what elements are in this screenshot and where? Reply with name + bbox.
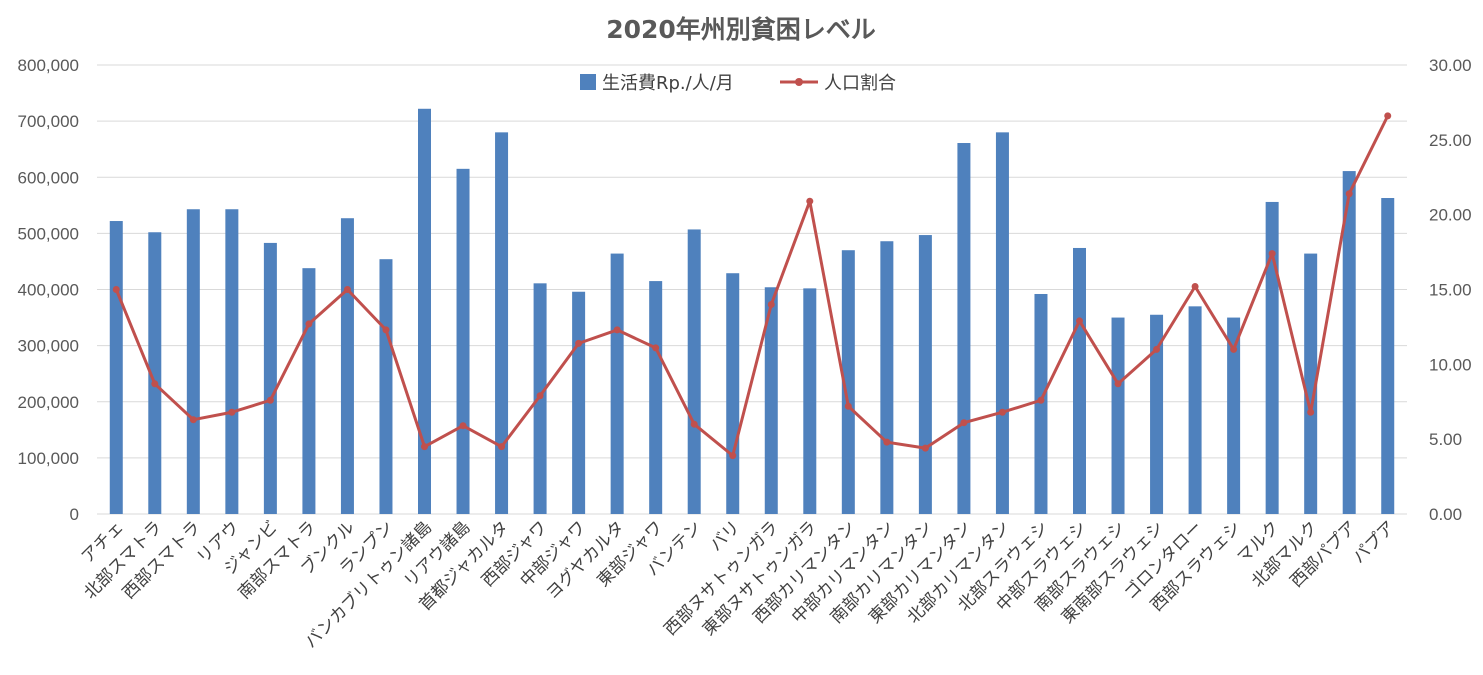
line-point [1114,380,1122,388]
line-point [189,416,197,424]
bar [379,259,393,514]
line-point [1037,396,1045,404]
y-left-tick-label: 400,000 [18,281,79,300]
line-point [305,320,313,328]
bar [1150,314,1164,514]
bar [1381,198,1395,515]
line-point [421,443,428,451]
line-point [498,443,506,451]
line-point [1230,345,1238,353]
line-point [960,419,968,427]
legend-swatch-bar [580,74,596,90]
series-line [114,115,1390,458]
line-point [729,452,737,460]
line-point [613,326,621,334]
chart-title: 2020年州別貧困レベル [606,15,876,44]
y-left-tick-label: 700,000 [18,112,79,131]
line-point [998,408,1006,416]
bar [1342,171,1356,515]
line-point [844,402,852,410]
line-point [652,344,660,352]
y-right-tick-label: 0.00 [1429,505,1462,524]
y-left-tick-label: 200,000 [18,393,79,412]
y-right-tick-label: 25.00 [1429,131,1472,150]
bar [1073,247,1086,514]
line-point [382,326,390,334]
bar [957,143,971,515]
line-point [1345,190,1353,198]
line-point [1191,283,1199,291]
bar [1111,317,1125,514]
y-left-tick-label: 100,000 [18,449,79,468]
y-right-tick-label: 20.00 [1429,206,1472,225]
bar [764,287,778,514]
bar [918,235,932,514]
bar [803,288,817,514]
bar [148,232,162,514]
bar [418,108,431,514]
bar [495,132,509,514]
bar [610,253,624,514]
bar [649,281,663,514]
bar [186,209,200,514]
bar [687,229,701,515]
line-point [343,286,351,293]
bar [841,250,855,514]
legend: 生活費Rp./人/月 人口割合 [580,73,896,94]
line-point [228,408,236,416]
bar [726,273,740,514]
x-tick-label: パプア [1349,517,1399,567]
line-point [1268,250,1276,258]
bar [340,218,354,514]
legend-label-line: 人口割合 [824,73,896,94]
legend-swatch-marker [795,78,803,86]
line-point [575,339,583,347]
line-point [536,392,544,400]
line-point [1076,317,1083,325]
bar [109,221,123,514]
bar [1188,306,1202,514]
legend-label-bar: 生活費Rp./人/月 [602,73,734,94]
y-right-tick-label: 30.00 [1429,56,1472,75]
bar [1227,317,1241,514]
bar [880,241,894,515]
line-point [883,438,891,446]
bar [302,268,316,514]
bar [995,132,1009,514]
bar [1304,253,1318,514]
line-point [1153,345,1161,353]
line-point [1384,112,1392,120]
bar [225,209,239,514]
y-right-tick-label: 10.00 [1429,355,1472,374]
bar [1034,293,1048,514]
bar [456,168,470,515]
bar [1265,201,1279,514]
line-point [767,300,775,308]
y-right-tick-label: 15.00 [1429,281,1472,300]
line-point [806,197,814,205]
y-left-tick-label: 600,000 [18,168,79,187]
y-left-tick-label: 0 [70,505,79,524]
line-point [151,380,159,388]
line-point [266,396,274,404]
line-point [1307,408,1315,416]
line-point [690,420,698,428]
y-left-tick-label: 500,000 [18,224,79,243]
y-left-tick-label: 800,000 [18,56,79,75]
bar [263,242,277,514]
bar [572,291,586,514]
y-left-tick-label: 300,000 [18,337,79,356]
line-point [921,444,929,452]
line-point [459,422,467,430]
y-right-tick-label: 5.00 [1429,430,1462,449]
line-point [112,286,120,293]
